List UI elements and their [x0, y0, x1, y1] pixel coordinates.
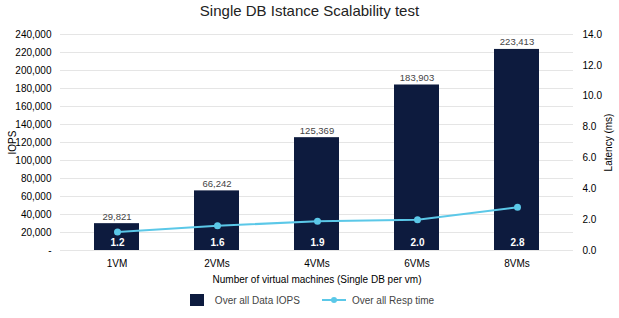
- svg-text:223,413: 223,413: [500, 36, 534, 47]
- svg-text:140,000: 140,000: [15, 119, 52, 130]
- html-text:Single DB Istance Scalability: Single DB Istance Scalability test: [199, 2, 420, 19]
- svg-text:8VMs: 8VMs: [504, 258, 530, 269]
- svg-text:2.0: 2.0: [411, 237, 425, 248]
- svg-text:220,000: 220,000: [15, 47, 52, 58]
- svg-text:6.0: 6.0: [583, 152, 597, 163]
- html-text:Over all Resp time: Over all Resp time: [351, 294, 435, 306]
- svg-text:160,000: 160,000: [15, 101, 52, 112]
- svg-text:2.8: 2.8: [511, 237, 525, 248]
- svg-text:1.6: 1.6: [211, 237, 225, 248]
- svg-text:6VMs: 6VMs: [404, 258, 430, 269]
- svg-text:4VMs: 4VMs: [304, 258, 330, 269]
- svg-text:1.2: 1.2: [111, 237, 125, 248]
- svg-text:183,903: 183,903: [400, 72, 434, 83]
- svg-text:4.0: 4.0: [583, 183, 597, 194]
- svg-text:1.9: 1.9: [311, 237, 325, 248]
- svg-text:2VMs: 2VMs: [204, 258, 230, 269]
- svg-text:14.0: 14.0: [583, 29, 603, 40]
- svg-text:-: -: [48, 245, 51, 256]
- svg-text:180,000: 180,000: [15, 83, 52, 94]
- svg-text:29,821: 29,821: [102, 211, 131, 222]
- svg-text:60,000: 60,000: [21, 191, 52, 202]
- svg-text:240,000: 240,000: [15, 29, 52, 40]
- svg-text:80,000: 80,000: [21, 173, 52, 184]
- svg-text:100,000: 100,000: [15, 155, 52, 166]
- svg-text:0.0: 0.0: [583, 245, 597, 256]
- svg-text:120,000: 120,000: [15, 137, 52, 148]
- svg-text:20,000: 20,000: [21, 227, 52, 238]
- svg-text:66,242: 66,242: [202, 178, 231, 189]
- svg-text:1VM: 1VM: [107, 258, 128, 269]
- svg-text:2.0: 2.0: [583, 214, 597, 225]
- html-text:Over all Data IOPS: Over all Data IOPS: [214, 294, 300, 306]
- svg-text:Number of virtual machines (Si: Number of virtual machines (Single DB pe…: [213, 274, 422, 285]
- svg-text:10.0: 10.0: [583, 90, 603, 101]
- svg-text:125,369: 125,369: [300, 125, 334, 136]
- svg-text:200,000: 200,000: [15, 65, 52, 76]
- svg-text:12.0: 12.0: [583, 60, 603, 71]
- svg-text:IOPS: IOPS: [7, 130, 18, 154]
- svg-text:40,000: 40,000: [21, 209, 52, 220]
- svg-text:Latency (ms): Latency (ms): [603, 114, 614, 172]
- svg-text:8.0: 8.0: [583, 121, 597, 132]
